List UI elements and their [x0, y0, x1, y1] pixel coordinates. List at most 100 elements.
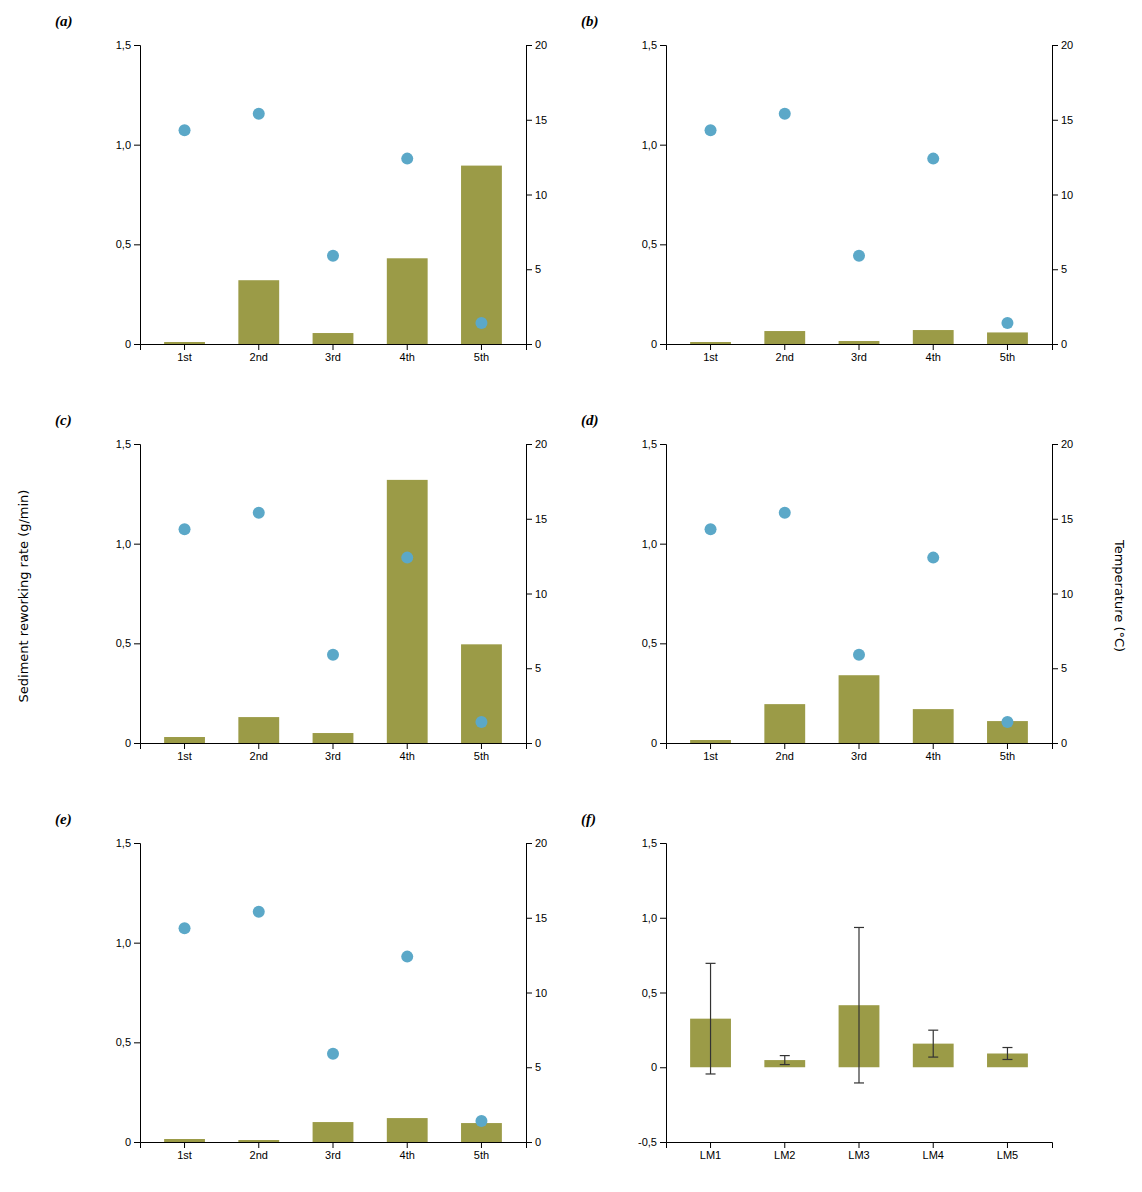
y-axis-line	[660, 844, 667, 1143]
panel: 1st2nd3rd4th5th00,51,01,505101520(c)	[55, 412, 547, 762]
x-axis: 1st2nd3rd4th5th	[667, 344, 1053, 363]
panel: 1st2nd3rd4th5th00,51,01,505101520(a)	[55, 13, 547, 363]
x-axis-tick-label: 2nd	[250, 351, 268, 363]
error-bar-cap	[928, 1056, 938, 1057]
y2-axis: 05101520	[526, 837, 547, 1148]
x-axis-tick-label: 2nd	[250, 750, 268, 762]
dot	[179, 922, 191, 934]
y-axis-tick-label: -0,5	[638, 1136, 657, 1148]
scatter-series	[705, 108, 1014, 329]
y2-axis-tick: 0	[526, 737, 541, 749]
dot	[705, 523, 717, 535]
y2-axis-tick-label: 10	[1061, 588, 1073, 600]
x-axis-tick-label: 2nd	[776, 750, 794, 762]
x-axis-tick: LM4	[923, 1142, 944, 1161]
y2-axis-tick-label: 5	[535, 1061, 541, 1073]
dot	[179, 124, 191, 136]
x-axis-tick-mark	[258, 1142, 259, 1148]
x-axis-tick-mark	[481, 1142, 482, 1148]
y2-axis-tick-label: 15	[1061, 513, 1073, 525]
y-axis-tick: 1,0	[642, 912, 666, 924]
x-axis-tick-label: 1st	[703, 750, 718, 762]
x-axis-tick: 3rd	[325, 1142, 341, 1161]
x-axis-tick-mark	[407, 743, 408, 749]
y-axis-tick-label: 1,5	[642, 837, 657, 849]
x-axis-tick: 1st	[177, 1142, 192, 1161]
x-axis-tick-mark	[258, 344, 259, 350]
y2-axis-tick: 15	[1052, 114, 1073, 126]
x-axis-line	[667, 345, 1053, 351]
figure: 1st2nd3rd4th5th00,51,01,505101520(a)Sedi…	[0, 0, 1142, 1192]
y-axis-tick-label: 0	[651, 737, 657, 749]
bar	[690, 342, 731, 344]
x-axis-tick-mark	[1007, 344, 1008, 350]
y-axis-tick: 0	[651, 338, 666, 350]
x-axis-tick: 4th	[400, 344, 415, 363]
x-axis-tick: 2nd	[250, 344, 268, 363]
bar	[238, 717, 279, 743]
y2-axis-tick: 0	[526, 338, 541, 350]
y2-axis-tick-mark	[526, 45, 532, 46]
x-axis-tick-label: 1st	[703, 351, 718, 363]
x-axis-tick-mark	[333, 743, 334, 749]
y2-axis-line	[1053, 46, 1059, 345]
y-axis-tick: 1,5	[642, 39, 666, 51]
x-axis-tick: 4th	[400, 743, 415, 762]
y2-axis-tick-label: 5	[1061, 662, 1067, 674]
y-axis-tick-label: 1,0	[116, 538, 131, 550]
panel: LM1LM2LM3LM4LM5-0,500,51,01,5(f)	[581, 811, 1052, 1161]
x-axis-tick-mark	[859, 743, 860, 749]
y-axis-tick-mark	[660, 344, 666, 345]
y-axis-tick-label: 0	[125, 737, 131, 749]
y-axis-tick-label: 1,5	[642, 39, 657, 51]
x-axis-tick-label: 4th	[400, 351, 415, 363]
y2-axis: 05101520	[526, 39, 547, 350]
panel: 1st2nd3rd4th5th00,51,01,505101520(e)	[55, 811, 547, 1161]
y-axis-tick: 1,5	[642, 837, 666, 849]
y2-axis-tick-mark	[1052, 594, 1058, 595]
x-axis-line	[141, 345, 527, 351]
y-axis-tick-mark	[134, 45, 140, 46]
x-axis-tick: 1st	[703, 743, 718, 762]
dot	[1001, 716, 1013, 728]
error-bars	[706, 927, 1013, 1082]
y-axis-line	[660, 445, 667, 744]
y2-axis-tick-label: 5	[1061, 263, 1067, 275]
y-axis-tick: 1,0	[642, 139, 666, 151]
y2-axis-tick-label: 10	[535, 987, 547, 999]
y2-axis-tick: 5	[1052, 263, 1067, 275]
x-axis-tick: LM3	[848, 1142, 869, 1161]
y-axis-tick-label: 0	[651, 1061, 657, 1073]
bar	[987, 332, 1028, 344]
y2-axis-tick: 10	[1052, 588, 1073, 600]
y-axis-tick-mark	[660, 918, 666, 919]
plot-area	[164, 108, 502, 344]
x-axis-tick-mark	[710, 743, 711, 749]
y-axis-tick-mark	[134, 145, 140, 146]
y2-axis-tick: 20	[526, 837, 547, 849]
y-axis-line	[134, 46, 141, 345]
y2-axis-tick-mark	[526, 120, 532, 121]
x-axis-tick-mark	[407, 344, 408, 350]
x-axis-tick-label: 5th	[474, 351, 489, 363]
y2-axis-tick-mark	[526, 444, 532, 445]
x-axis-tick-label: 5th	[1000, 750, 1015, 762]
dot	[327, 649, 339, 661]
y2-axis-tick-label: 10	[535, 189, 547, 201]
y2-axis-tick-mark	[526, 918, 532, 919]
y-axis-tick-label: 0,5	[116, 1036, 131, 1048]
y-axis-tick-mark	[134, 1042, 140, 1043]
y2-axis-tick-mark	[1052, 120, 1058, 121]
dot	[927, 552, 939, 564]
x-axis-tick-mark	[933, 344, 934, 350]
y-axis-tick-label: 1,5	[116, 438, 131, 450]
x-axis-tick: 4th	[400, 1142, 415, 1161]
dot	[475, 1115, 487, 1127]
x-axis-tick-mark	[710, 344, 711, 350]
x-axis-tick-mark	[784, 1142, 785, 1148]
y-axis-tick: 0,5	[642, 637, 666, 649]
x-axis-tick-mark	[258, 743, 259, 749]
y-axis: 00,51,01,5	[642, 438, 667, 749]
y2-axis-tick-mark	[526, 269, 532, 270]
x-axis-tick-mark	[784, 743, 785, 749]
